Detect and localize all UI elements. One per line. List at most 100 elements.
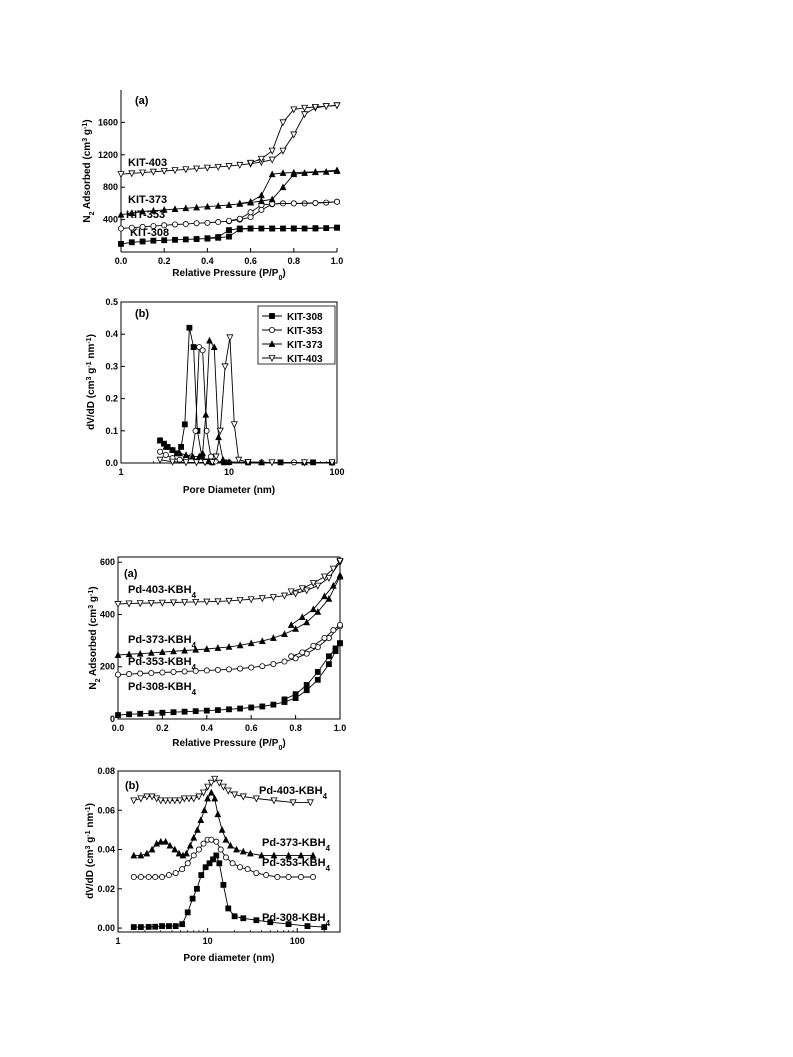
chart-3-pd-373-kbh4-desorption-point <box>298 613 306 620</box>
chart-1-kit-403-adsorption-point <box>203 164 211 172</box>
chart-4-pd-373-kbh4-distribution-point <box>175 849 183 857</box>
chart-4-pd-353-kbh4-distribution-point <box>200 840 207 847</box>
chart-3-pd-308-kbh4-adsorption-point <box>181 708 188 715</box>
chart-3-pd-373-kbh4-adsorption-point <box>192 645 200 653</box>
chart-2-kit-373-distribution-point <box>169 446 176 454</box>
chart-1-kit-353-adsorption-point <box>215 219 222 226</box>
chart-4-pd-353-kbh4-distribution-point <box>190 852 197 859</box>
chart-3-pd-353-kbh4-adsorption-point <box>115 671 122 678</box>
chart-1-y-tick-label: 1600 <box>98 117 118 127</box>
chart-1-kit-373-adsorption-point <box>214 202 222 209</box>
chart-1-kit-403-adsorption-point <box>117 171 125 179</box>
svg-text:Pd-373-KBH4: Pd-373-KBH4 <box>128 634 197 650</box>
chart-4-pd-373-kbh4-distribution-point <box>218 826 226 833</box>
chart-4-pd-373-kbh4-distribution-point <box>194 826 201 833</box>
chart-3-pd-403-kbh4-adsorption-point <box>314 582 322 590</box>
chart-4-pd-373-kbh4-distribution-point <box>143 849 151 857</box>
chart-4-pd-373-kbh4-distribution-point <box>148 845 156 853</box>
chart-4-pd-308-kbh4-distribution-point <box>184 909 191 916</box>
chart-3-pd-353-kbh4-adsorption-point <box>192 667 199 674</box>
chart-1-kit-373-adsorption-point <box>117 210 125 218</box>
chart-3-pd-373-kbh4-desorption-point <box>287 621 295 628</box>
chart-3-pd-353-kbh4-desorption-point <box>330 627 337 634</box>
svg-text:Pd-403-KBH4: Pd-403-KBH4 <box>128 584 197 600</box>
chart-2-kit-373-distribution-point <box>219 456 227 463</box>
chart-4-label-pd-373: Pd-373-KBH4 <box>262 837 331 853</box>
chart-4-pd-373-kbh4-distribution-point <box>207 788 215 796</box>
chart-3-pd-403-kbh4-adsorption-point <box>303 587 311 595</box>
chart-3-pd-403-kbh4-adsorption-point <box>292 590 300 598</box>
chart-3-pd-308-kbh4-adsorption-point <box>226 706 232 713</box>
chart-1-kit-373-adsorption-point <box>193 203 200 211</box>
chart-4-pd-pore-distribution: (b) Pore diameter (nm) dV/dD (cm3 g-1 nm… <box>85 766 341 964</box>
chart-3-pd-353-kbh4-adsorption-point <box>214 666 221 673</box>
chart-3-pd-308-kbh4-desorption-point <box>332 645 339 652</box>
chart-1-kit-373-desorption-line <box>239 169 338 204</box>
chart-2-kit-403-distribution-point <box>235 456 243 464</box>
chart-4-pd-308-kbh4-distribution-point <box>220 881 227 888</box>
chart-4-pd-308-kbh4-distribution-point <box>166 923 172 930</box>
legend-label: KIT-403 <box>287 354 323 365</box>
chart-2-kit-373-distribution-point <box>189 452 196 460</box>
chart-3-pd-373-kbh4-adsorption-point <box>247 639 255 647</box>
chart-4-pd-308-kbh4-distribution-point <box>216 860 223 867</box>
chart-2-kit-353-distribution-point <box>203 427 210 434</box>
chart-3-pd-353-kbh4-adsorption-point <box>148 670 155 677</box>
chart-3-y-tick-label: 600 <box>100 557 115 567</box>
chart-3-pd-353-kbh4-desorption-point <box>299 649 306 656</box>
chart-3-pd-403-kbh4-adsorption-point <box>181 599 189 607</box>
chart-4-y-tick-label: 0.00 <box>97 923 115 933</box>
chart-4-y-tick-label: 0.06 <box>97 805 115 815</box>
chart-4-series-pd-308-kbh4 <box>130 852 328 930</box>
chart-3-y-tick-label: 400 <box>100 609 115 619</box>
chart-4-pd-373-kbh4-distribution-point <box>233 845 240 853</box>
chart-1-label-kit-308: KIT-308 <box>130 227 169 239</box>
chart-4-pd-373-kbh4-distribution-point <box>297 851 305 859</box>
chart-4-pd-308-kbh4-distribution-point <box>321 924 328 930</box>
chart-4-pd-403-kbh4-distribution-point <box>252 795 260 803</box>
chart-3-pd-403-kbh4-adsorption-point <box>236 597 244 605</box>
chart-2-kit-353-distribution-point <box>199 347 206 354</box>
chart-4-pd-403-kbh4-distribution-point <box>306 799 314 807</box>
chart-3-pd-373-kbh4-adsorption-point <box>270 634 277 641</box>
chart-3-pd-308-kbh4-adsorption-point <box>259 703 266 710</box>
chart-4-pd-308-kbh4-distribution-point <box>152 923 159 930</box>
chart-3-label-pd-373: Pd-373-KBH4 <box>128 634 197 650</box>
chart-2-kit-308-distribution-point <box>161 440 167 447</box>
chart-4-pd-373-kbh4-distribution-point <box>222 835 230 843</box>
chart-3-pd-373-kbh4-adsorption-point <box>303 618 311 626</box>
chart-4-pd-373-kbh4-distribution-point <box>227 841 234 849</box>
chart-3-pd-403-kbh4-adsorption-point <box>136 600 144 608</box>
chart-4-pd-403-kbh4-distribution-point <box>270 797 278 805</box>
chart-3-series-pd-308-kbh4 <box>115 640 343 718</box>
chart-4-pd-373-kbh4-distribution-point <box>258 851 265 859</box>
svg-text:Relative Pressure (P/P0): Relative Pressure (P/P0) <box>172 738 285 752</box>
chart-4-pd-373-kbh4-distribution-point <box>270 851 278 859</box>
chart-3-pd-353-kbh4-adsorption-point <box>270 661 277 668</box>
chart-3-pd-353-kbh4-adsorption-point <box>126 671 133 678</box>
chart-4-pd-353-kbh4-distribution-point <box>145 874 152 881</box>
chart-3-pd-373-kbh4-desorption-point <box>309 605 317 613</box>
chart-2-x-axis-title: Pore Diameter (nm) <box>183 485 275 496</box>
chart-3-pd-373-kbh4-adsorption-point <box>214 644 222 651</box>
chart-1-kit-373-adsorption-point <box>268 195 276 203</box>
chart-3-pd-353-kbh4-adsorption-point <box>203 667 210 674</box>
chart-1-series-kit-373 <box>117 166 341 218</box>
chart-4-pd-353-kbh4-distribution-point <box>179 866 186 873</box>
chart-3-pd-308-kbh4-adsorption-point <box>270 701 277 708</box>
chart-1-kit-403-desorption-point <box>279 119 287 127</box>
chart-1-kit-373-adsorption-point <box>139 207 146 215</box>
chart-1-kit-403-desorption-point <box>268 147 276 155</box>
svg-text:dV/dD (cm3 g-1 nm-1): dV/dD (cm3 g-1 nm-1) <box>86 334 98 430</box>
chart-4-pd-403-kbh4-distribution-point <box>219 783 227 791</box>
chart-3-pd-403-kbh4-adsorption-point <box>158 599 166 607</box>
chart-4-pd-403-kbh4-distribution-point <box>130 797 138 805</box>
chart-4-label-pd-308: Pd-308-KBH4 <box>262 912 331 928</box>
chart-3-pd-353-kbh4-desorption-point <box>321 635 328 642</box>
chart-1-kit-308-adsorption-point <box>128 239 135 246</box>
chart-1-kit-353-adsorption-point <box>182 221 189 228</box>
chart-2-kit-403-distribution-point <box>226 334 234 342</box>
chart-3-pd-403-kbh4-adsorption-point <box>325 574 333 582</box>
chart-1-kit-308-adsorption-point <box>118 241 124 247</box>
